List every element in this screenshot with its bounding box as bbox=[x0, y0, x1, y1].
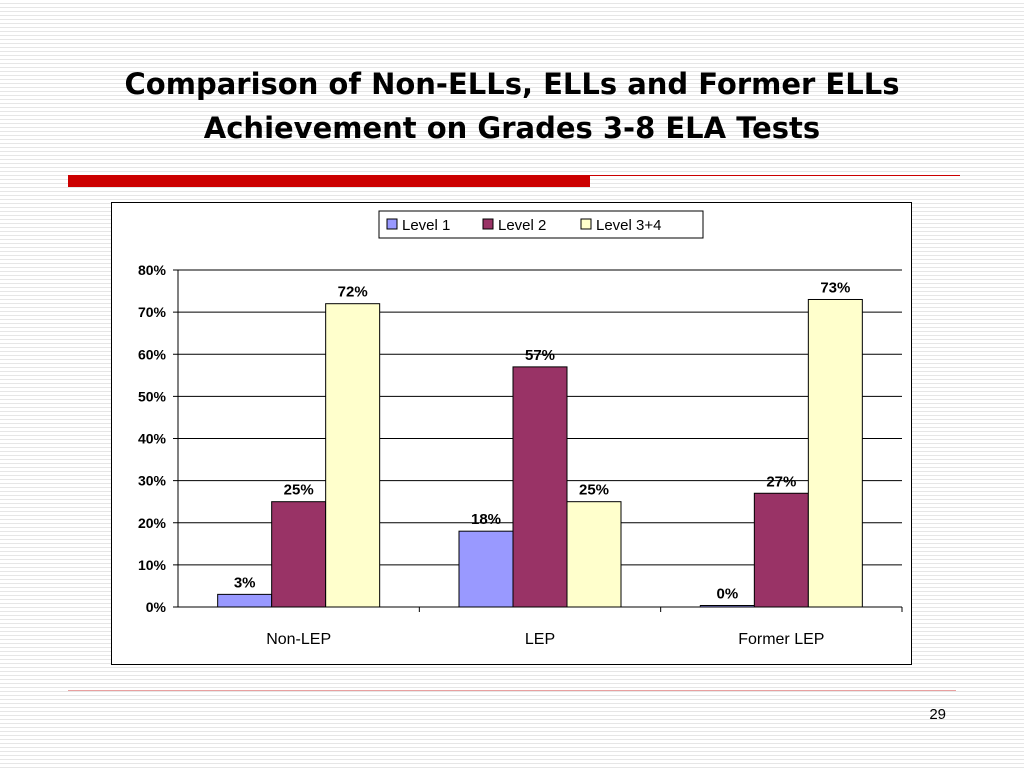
bar bbox=[271, 501, 327, 608]
bar-chart: 0% 10% 20% 30% 40% 50% 60% 70% 80% 3% 25% 72% Non-LE… bbox=[138, 210, 903, 648]
data-label: 18% bbox=[471, 511, 501, 528]
bar bbox=[753, 492, 809, 608]
slide-title: Comparison of Non-ELLs, ELLs and Former … bbox=[20, 62, 1004, 150]
y-tick-label: 60% bbox=[138, 346, 167, 362]
data-label: 57% bbox=[525, 347, 555, 364]
y-tick-label: 10% bbox=[138, 557, 167, 573]
data-label: 73% bbox=[820, 279, 850, 296]
footer-rule bbox=[68, 690, 956, 691]
title-accent-bar bbox=[68, 175, 590, 187]
legend-swatch bbox=[386, 218, 398, 230]
title-accent-line bbox=[590, 175, 960, 176]
legend-box bbox=[378, 210, 704, 239]
chart-frame: 0% 10% 20% 30% 40% 50% 60% 70% 80% 3% 25% 72% Non-LE… bbox=[111, 202, 912, 665]
bar bbox=[217, 593, 273, 608]
data-label: 25% bbox=[284, 482, 314, 499]
y-tick-label: 50% bbox=[138, 388, 167, 404]
y-tick-label: 80% bbox=[138, 262, 167, 278]
bar bbox=[807, 298, 863, 608]
x-category-label: Former LEP bbox=[738, 631, 824, 648]
x-category-label: Non-LEP bbox=[266, 631, 331, 648]
legend-swatch bbox=[580, 218, 592, 230]
data-label: 27% bbox=[766, 473, 796, 490]
data-label: 3% bbox=[234, 574, 256, 591]
data-label: 0% bbox=[716, 586, 738, 603]
y-tick-label: 0% bbox=[146, 599, 167, 615]
legend-swatch bbox=[482, 218, 494, 230]
slide-title-line-2: Achievement on Grades 3-8 ELA Tests bbox=[203, 111, 821, 145]
x-category-label: LEP bbox=[525, 631, 555, 648]
page-number: 29 bbox=[929, 706, 946, 723]
legend-label: Level 2 bbox=[498, 217, 546, 234]
y-tick-label: 40% bbox=[138, 431, 167, 447]
bar bbox=[566, 501, 622, 608]
data-label: 25% bbox=[579, 482, 609, 499]
slide-title-line-1: Comparison of Non-ELLs, ELLs and Former … bbox=[124, 67, 900, 101]
bar bbox=[458, 530, 514, 608]
bar bbox=[325, 303, 381, 608]
legend-label: Level 1 bbox=[402, 217, 450, 234]
bar bbox=[699, 605, 755, 608]
bar bbox=[512, 366, 568, 608]
y-tick-label: 20% bbox=[138, 515, 167, 531]
legend-label: Level 3+4 bbox=[596, 217, 661, 234]
y-tick-label: 70% bbox=[138, 304, 167, 320]
y-tick-label: 30% bbox=[138, 473, 167, 489]
data-label: 72% bbox=[338, 284, 368, 301]
